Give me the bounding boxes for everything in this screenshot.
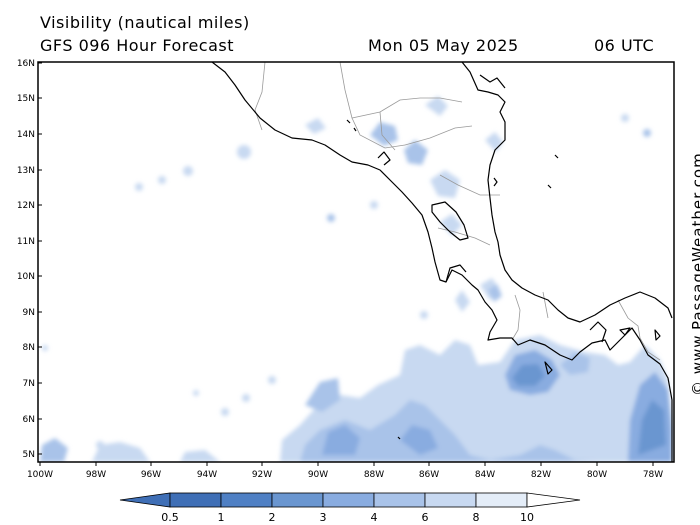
- colorbar-arrow-low: [119, 492, 171, 508]
- colorbar-swatch: [373, 492, 426, 508]
- lat-label: 8N: [23, 343, 35, 353]
- colorbar-label: 2: [269, 511, 276, 524]
- colorbar-swatch: [220, 492, 273, 508]
- longitude-axis: [39, 462, 654, 466]
- lat-label: 12N: [17, 201, 35, 211]
- colorbar-label: 3: [320, 511, 327, 524]
- colorbar-label: 0.5: [161, 511, 179, 524]
- latitude-labels: 16N 15N 14N 13N 12N 11N 10N 9N 8N 7N 6N …: [17, 59, 35, 460]
- coastlines: [211, 62, 673, 462]
- lon-label: 94W: [197, 470, 217, 480]
- valid-date: Mon 05 May 2025: [368, 36, 519, 55]
- latitude-axis: [38, 62, 42, 455]
- colorbar-swatch: [424, 492, 477, 508]
- lon-label: 96W: [141, 470, 161, 480]
- colorbar: [119, 492, 581, 508]
- valid-time: 06 UTC: [594, 36, 655, 55]
- colorbar-label: 1: [218, 511, 225, 524]
- lat-label: 10N: [17, 272, 35, 282]
- lat-label: 16N: [17, 59, 35, 69]
- lon-label: 80W: [587, 470, 607, 480]
- lon-label: 98W: [86, 470, 106, 480]
- lon-label: 84W: [475, 470, 495, 480]
- lat-label: 11N: [17, 237, 35, 247]
- low-visibility-areas: [40, 96, 672, 462]
- lon-label: 90W: [308, 470, 328, 480]
- lat-label: 15N: [17, 94, 35, 104]
- lon-label: 92W: [252, 470, 272, 480]
- lon-label: 82W: [531, 470, 551, 480]
- forecast-label: GFS 096 Hour Forecast: [40, 36, 235, 55]
- lat-label: 7N: [23, 379, 35, 389]
- country-borders: [254, 62, 661, 361]
- colorbar-labels: 0.5 1 2 3 4 6 8 10: [161, 511, 534, 524]
- lon-label: 86W: [419, 470, 439, 480]
- chart-title: Visibility (nautical miles): [40, 13, 250, 32]
- lat-label: 13N: [17, 166, 35, 176]
- map-frame: [37, 61, 675, 463]
- colorbar-swatch: [271, 492, 324, 508]
- lat-label: 14N: [17, 130, 35, 140]
- longitude-labels: 100W 98W 96W 94W 92W 90W 88W 86W 84W 82W…: [27, 470, 663, 480]
- colorbar-label: 4: [371, 511, 378, 524]
- colorbar-label: 10: [520, 511, 534, 524]
- colorbar-label: 8: [473, 511, 480, 524]
- colorbar-swatch: [169, 492, 222, 508]
- lon-label: 88W: [364, 470, 384, 480]
- lat-label: 5N: [23, 450, 35, 460]
- lon-label: 100W: [27, 470, 53, 480]
- colorbar-swatch: [475, 492, 528, 508]
- lat-label: 9N: [23, 308, 35, 318]
- lat-label: 6N: [23, 415, 35, 425]
- colorbar-arrow-high: [526, 492, 581, 508]
- colorbar-label: 6: [422, 511, 429, 524]
- credit-text: © www.PassageWeather.com: [689, 152, 700, 396]
- colorbar-swatch: [322, 492, 375, 508]
- lon-label: 78W: [643, 470, 663, 480]
